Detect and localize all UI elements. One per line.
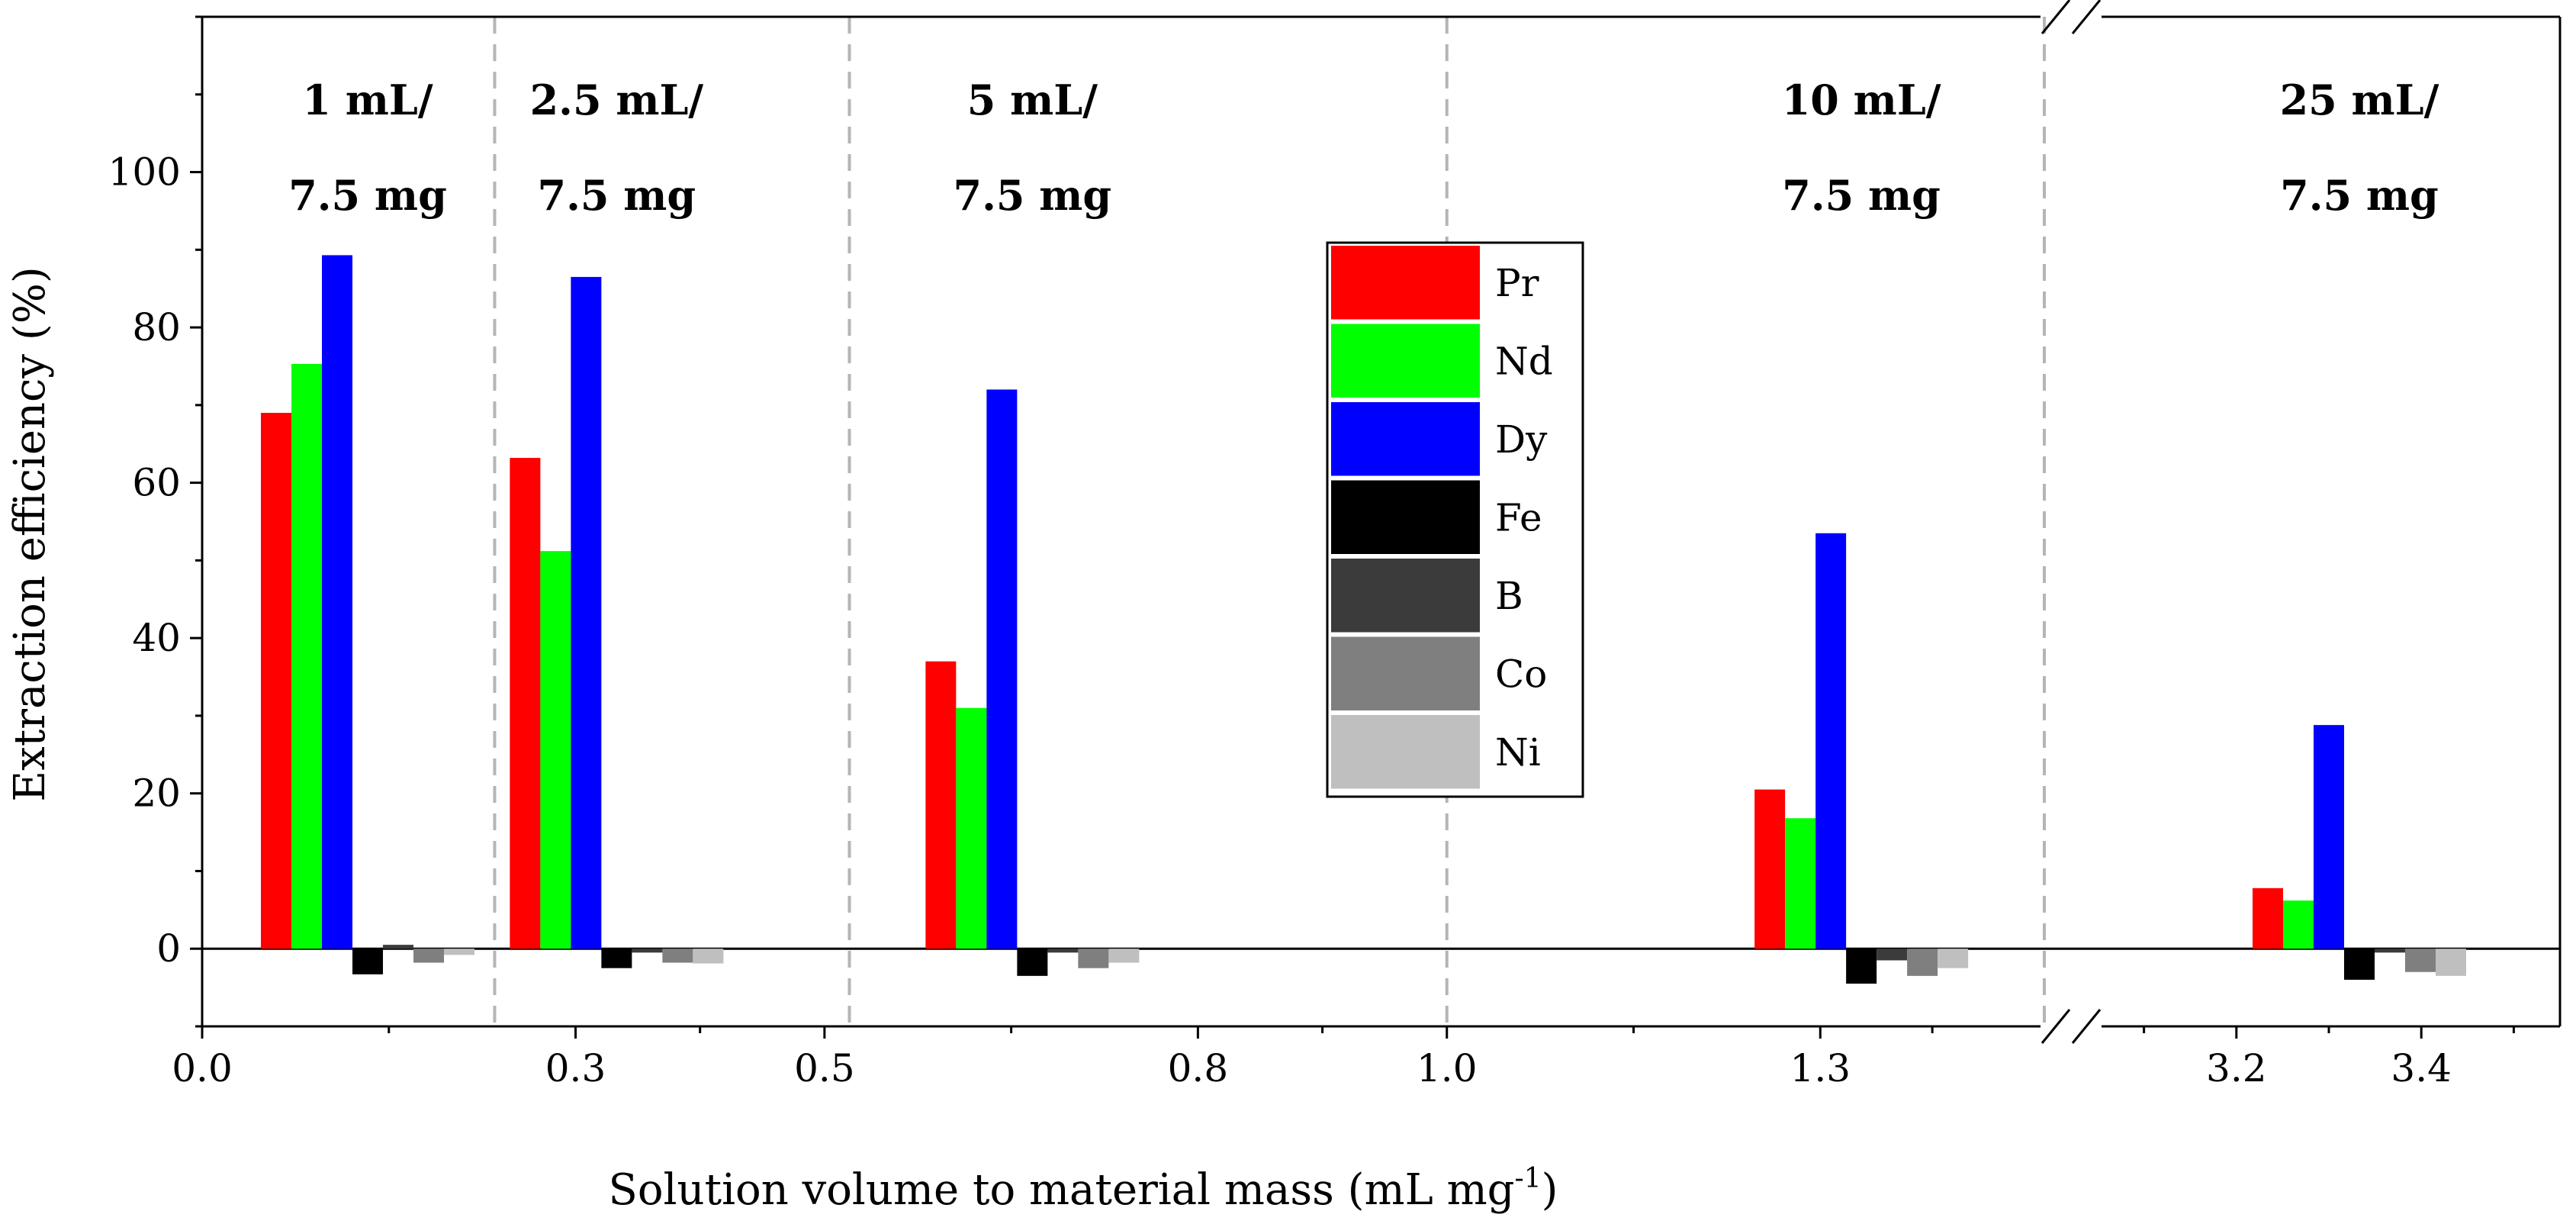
x-tick-label-1.0: 1.0 [1417, 1046, 1478, 1090]
bar-nd-group-2 [540, 551, 571, 949]
legend-swatch-dy [1331, 402, 1480, 476]
y-tick-label-80: 80 [132, 305, 181, 349]
legend-label-pr: Pr [1495, 261, 1539, 305]
axis-break-mark-top-2 [2071, 0, 2102, 34]
legend-swatch-fe [1331, 480, 1480, 554]
bar-pr-group-5 [2252, 887, 2283, 949]
bar-pr-group-3 [925, 661, 957, 949]
bar-b-group-4 [1877, 949, 1908, 961]
bar-b-group-5 [2374, 949, 2405, 953]
group-label-3-line2: 7.5 mg [954, 171, 1112, 220]
y-tick-label-0: 0 [156, 926, 181, 971]
legend-label-b: B [1495, 574, 1523, 618]
y-tick-label-60: 60 [132, 461, 181, 505]
x-axis-title-superscript: -1 [1515, 1163, 1542, 1194]
bar-co-group-3 [1078, 949, 1109, 968]
bar-dy-group-3 [986, 389, 1018, 949]
group-label-3-line1: 5 mL/ [967, 76, 1098, 124]
bar-b-group-2 [632, 949, 663, 953]
x-tick-label-0.0: 0.0 [172, 1046, 233, 1090]
bar-fe-group-5 [2343, 949, 2375, 980]
group-label-2-line2: 7.5 mg [538, 171, 696, 220]
bar-fe-group-3 [1017, 949, 1048, 976]
bar-nd-group-1 [291, 363, 323, 949]
bar-dy-group-1 [322, 255, 353, 949]
legend-swatch-pr [1331, 246, 1480, 320]
legend-label-nd: Nd [1495, 340, 1553, 384]
axis-break-mark-top-1 [2041, 0, 2071, 34]
x-tick-label-1.3: 1.3 [1790, 1046, 1851, 1090]
y-tick-label-40: 40 [132, 616, 181, 660]
bar-nd-group-4 [1785, 818, 1816, 949]
bar-ni-group-1 [444, 949, 475, 955]
bar-ni-group-5 [2435, 949, 2466, 976]
x-tick-label-0.8: 0.8 [1168, 1046, 1229, 1090]
bar-pr-group-1 [261, 413, 292, 949]
group-label-4-line2: 7.5 mg [1782, 171, 1941, 220]
plot-layer: 1 mL/7.5 mg 2.5 mL/7.5 mg 5 mL/7.5 mg 10 mL… [108, 0, 2562, 1090]
axis-break-mark-bottom-1 [2041, 1009, 2071, 1044]
x-tick-label-0.5: 0.5 [794, 1046, 855, 1090]
bar-b-group-1 [383, 945, 414, 949]
x-axis-title-main: Solution volume to material mass (mL mg [609, 1165, 1515, 1215]
legend-swatch-co [1331, 636, 1480, 710]
legend-label-fe: Fe [1495, 496, 1542, 540]
bar-nd-group-5 [2282, 900, 2314, 949]
y-tick-label-100: 100 [108, 150, 181, 195]
bar-dy-group-2 [571, 276, 602, 949]
x-axis-title-suffix: ) [1542, 1165, 1558, 1215]
x-tick-label-3.4: 3.4 [2391, 1046, 2452, 1090]
bar-ni-group-4 [1938, 949, 1969, 968]
legend-swatch-ni [1331, 715, 1480, 789]
bar-fe-group-2 [601, 949, 632, 968]
group-label-1-line2: 7.5 mg [288, 171, 447, 220]
bar-fe-group-1 [352, 949, 384, 974]
legend-label-ni: Ni [1495, 730, 1541, 775]
bar-fe-group-4 [1846, 949, 1877, 984]
legend-label-co: Co [1495, 652, 1547, 697]
legend-label-dy: Dy [1495, 417, 1548, 462]
group-label-4-line1: 10 mL/ [1782, 76, 1941, 124]
bar-nd-group-3 [956, 707, 987, 949]
bar-co-group-4 [1907, 949, 1938, 976]
group-label-5-line2: 7.5 mg [2280, 171, 2439, 220]
bar-b-group-3 [1047, 949, 1079, 953]
legend-swatch-nd [1331, 324, 1480, 398]
bar-co-group-1 [413, 949, 445, 963]
y-axis-title: Extraction efficiency (%) [5, 266, 55, 802]
x-tick-label-3.2: 3.2 [2206, 1046, 2267, 1090]
y-tick-label-20: 20 [132, 771, 181, 816]
bar-pr-group-2 [510, 458, 541, 949]
axis-break-mark-bottom-2 [2071, 1009, 2102, 1044]
legend-items: Pr Nd Dy Fe B Co Ni [1331, 246, 1553, 789]
group-label-2-line1: 2.5 mL/ [530, 76, 704, 124]
legend-swatch-b [1331, 559, 1480, 633]
legend: Pr Nd Dy Fe B Co Ni [1326, 241, 1584, 798]
bar-dy-group-5 [2313, 725, 2344, 949]
x-axis-title: Solution volume to material mass (mL mg-… [609, 1163, 1558, 1215]
bar-ni-group-3 [1108, 949, 1140, 963]
bar-co-group-5 [2404, 949, 2436, 972]
x-tick-label-0.3: 0.3 [545, 1046, 606, 1090]
bar-co-group-2 [662, 949, 693, 963]
group-label-1-line1: 1 mL/ [302, 76, 433, 124]
bar-dy-group-4 [1815, 533, 1847, 949]
group-label-5-line1: 25 mL/ [2280, 76, 2439, 124]
bar-ni-group-2 [693, 949, 724, 964]
bar-pr-group-4 [1754, 789, 1786, 949]
